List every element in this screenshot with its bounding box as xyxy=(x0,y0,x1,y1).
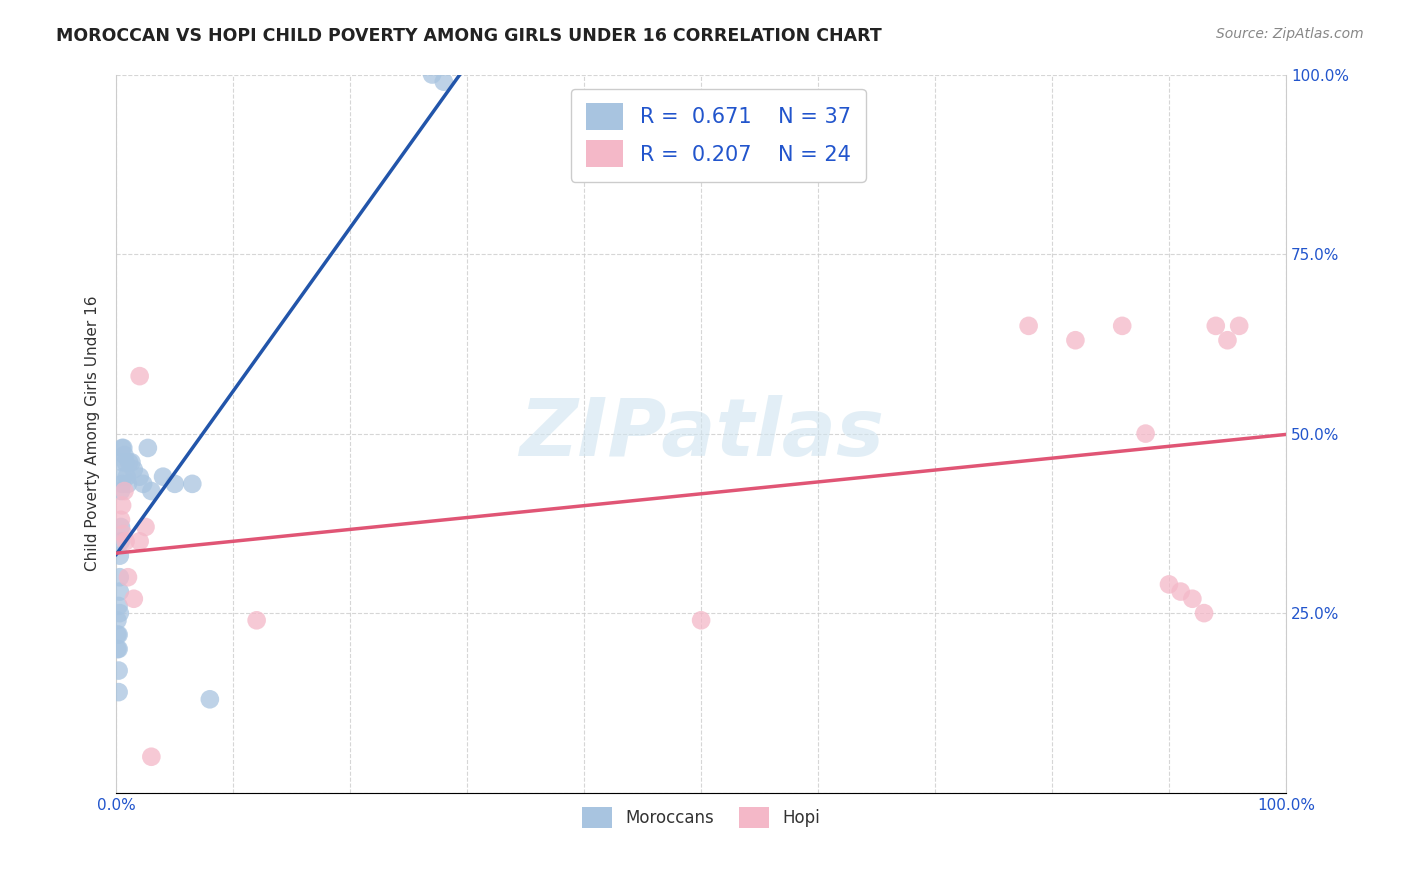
Point xyxy=(114,455,136,469)
Point xyxy=(108,606,131,620)
Point xyxy=(122,462,145,476)
Point xyxy=(108,549,131,563)
Point xyxy=(141,483,163,498)
Point xyxy=(128,369,150,384)
Point xyxy=(107,664,129,678)
Point xyxy=(136,441,159,455)
Point xyxy=(198,692,221,706)
Point xyxy=(117,476,139,491)
Point xyxy=(107,628,129,642)
Point xyxy=(107,628,129,642)
Point xyxy=(110,513,132,527)
Point xyxy=(1135,426,1157,441)
Point xyxy=(690,613,713,627)
Point xyxy=(1181,591,1204,606)
Point xyxy=(118,455,141,469)
Point xyxy=(420,68,443,82)
Point xyxy=(115,469,138,483)
Point xyxy=(141,749,163,764)
Point xyxy=(1205,318,1227,333)
Point xyxy=(128,469,150,483)
Point xyxy=(1064,333,1087,347)
Point xyxy=(1111,318,1133,333)
Point xyxy=(114,483,136,498)
Point xyxy=(111,499,134,513)
Point xyxy=(112,469,135,483)
Point xyxy=(122,591,145,606)
Point xyxy=(134,520,156,534)
Point xyxy=(107,642,129,657)
Point xyxy=(117,570,139,584)
Point xyxy=(114,448,136,462)
Point xyxy=(1170,584,1192,599)
Point xyxy=(114,534,136,549)
Y-axis label: Child Poverty Among Girls Under 16: Child Poverty Among Girls Under 16 xyxy=(86,296,100,572)
Point xyxy=(1227,318,1250,333)
Point xyxy=(107,685,129,699)
Point xyxy=(107,642,129,657)
Point xyxy=(1157,577,1180,591)
Point xyxy=(111,455,134,469)
Point xyxy=(132,476,155,491)
Point xyxy=(107,613,129,627)
Text: Source: ZipAtlas.com: Source: ZipAtlas.com xyxy=(1216,27,1364,41)
Point xyxy=(108,584,131,599)
Point xyxy=(1192,606,1215,620)
Point xyxy=(246,613,269,627)
Point xyxy=(108,570,131,584)
Point xyxy=(111,476,134,491)
Point xyxy=(111,441,134,455)
Point xyxy=(107,599,129,613)
Point xyxy=(152,469,174,483)
Point xyxy=(128,534,150,549)
Point xyxy=(110,483,132,498)
Point xyxy=(433,75,456,89)
Point xyxy=(121,455,143,469)
Point xyxy=(1018,318,1040,333)
Point xyxy=(110,534,132,549)
Point xyxy=(112,527,135,541)
Point xyxy=(181,476,204,491)
Point xyxy=(163,476,186,491)
Point xyxy=(1216,333,1239,347)
Point xyxy=(112,441,135,455)
Text: MOROCCAN VS HOPI CHILD POVERTY AMONG GIRLS UNDER 16 CORRELATION CHART: MOROCCAN VS HOPI CHILD POVERTY AMONG GIR… xyxy=(56,27,882,45)
Point xyxy=(110,520,132,534)
Text: ZIPatlas: ZIPatlas xyxy=(519,394,883,473)
Legend: Moroccans, Hopi: Moroccans, Hopi xyxy=(575,800,827,835)
